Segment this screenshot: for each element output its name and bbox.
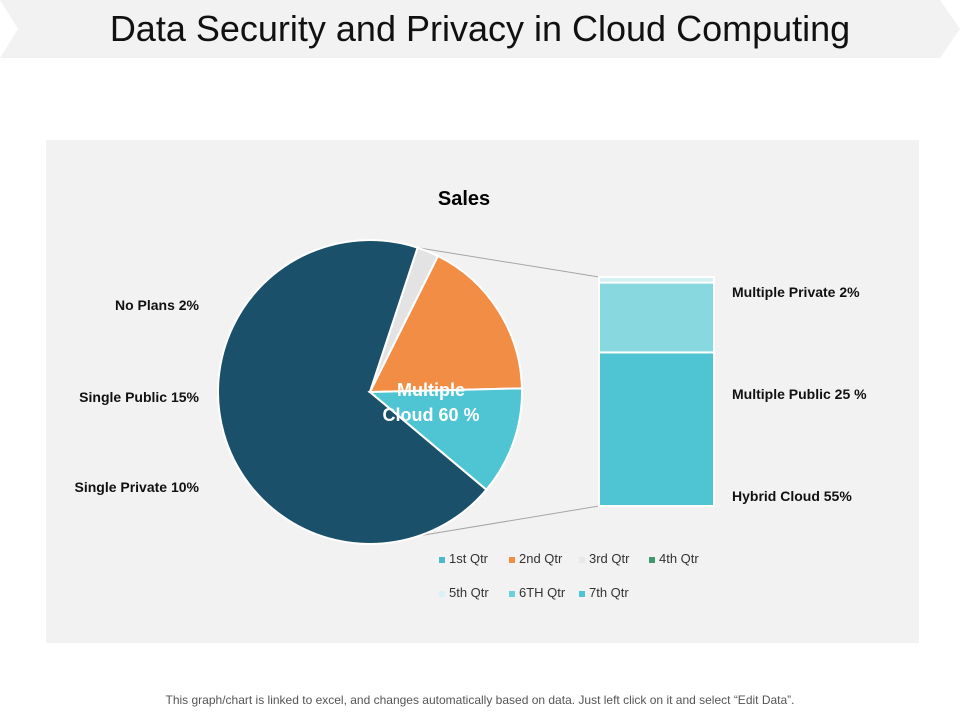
legend-label-0: 1st Qtr [449, 551, 489, 566]
pie-group[interactable] [217, 239, 523, 545]
bar-label-0: Hybrid Cloud 55% [732, 488, 852, 504]
bar-segment-1[interactable] [598, 281, 715, 354]
legend-label-2: 3rd Qtr [589, 551, 630, 566]
legend-swatch-1 [509, 557, 515, 563]
bar-label-2: Multiple Private 2% [732, 284, 860, 300]
pie-slice-2[interactable] [368, 254, 523, 394]
chart-panel[interactable]: Sales Multiple Cloud 60 % No Plans 2% Singl… [46, 140, 919, 643]
chart-title: Sales [438, 188, 490, 210]
legend-label-1: 2nd Qtr [519, 551, 563, 566]
bar-of-pie[interactable] [598, 276, 715, 507]
pie-slice-0[interactable] [217, 239, 488, 545]
page-title: Data Security and Privacy in Cloud Compu… [109, 8, 851, 49]
legend-label-6: 7th Qtr [589, 585, 629, 600]
legend-swatch-0 [439, 557, 445, 563]
bar-label-1: Multiple Public 25 % [732, 386, 867, 402]
bar-labels: Hybrid Cloud 55% Multiple Public 25 % Mult… [732, 284, 867, 504]
bar-segment-0[interactable] [598, 351, 715, 507]
pie-labels: Multiple Cloud 60 % No Plans 2% Single Publ… [74, 297, 479, 495]
pie-label-2: Single Public 15% [79, 389, 199, 405]
footnote: This graph/chart is linked to excel, and… [165, 693, 795, 707]
chart-area[interactable]: Sales Multiple Cloud 60 % No Plans 2% Singl… [46, 140, 919, 643]
legend-label-3: 4th Qtr [659, 551, 699, 566]
legend-swatch-4 [439, 591, 445, 597]
pie-label-3: Single Private 10% [74, 479, 199, 495]
legend-swatch-2 [579, 557, 585, 563]
pie-label-0-line1: Multiple [397, 380, 465, 400]
title-banner [0, 0, 960, 58]
pie-label-0-line2: Cloud 60 % [382, 405, 479, 425]
pie-slice-3[interactable] [367, 387, 523, 492]
legend-swatch-6 [579, 591, 585, 597]
legend-label-4: 5th Qtr [449, 585, 489, 600]
bar-segment-2[interactable] [598, 276, 715, 284]
legend-label-5: 6TH Qtr [519, 585, 566, 600]
legend-swatch-5 [509, 591, 515, 597]
legend: 1st Qtr 2nd Qtr 3rd Qtr 4th Qtr 5th Qtr 6TH Q… [439, 551, 699, 600]
legend-swatch-3 [649, 557, 655, 563]
pie-label-1: No Plans 2% [115, 297, 200, 313]
